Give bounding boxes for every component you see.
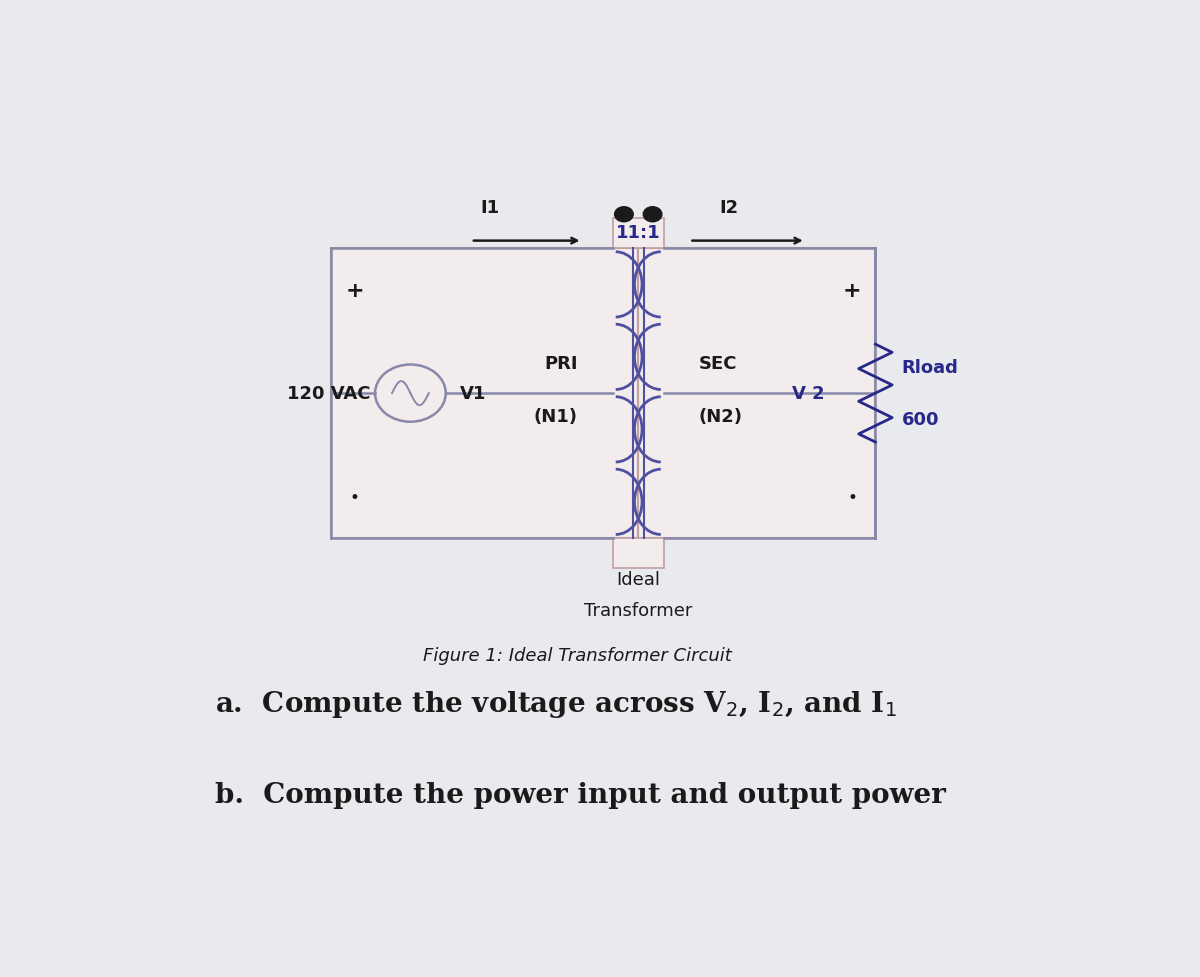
Text: I1: I1 [480, 198, 499, 217]
Text: +: + [346, 280, 364, 300]
Text: V 2: V 2 [792, 385, 824, 403]
Circle shape [643, 207, 662, 223]
Text: I2: I2 [719, 198, 738, 217]
Text: SEC: SEC [698, 355, 737, 372]
Text: 11:1: 11:1 [616, 224, 660, 241]
Text: b.  Compute the power input and output power: b. Compute the power input and output po… [215, 781, 946, 808]
Bar [613, 538, 664, 569]
Text: Transformer: Transformer [584, 601, 692, 619]
Text: •: • [847, 488, 857, 506]
Text: PRI: PRI [545, 355, 578, 372]
Text: Figure 1: Ideal Transformer Circuit: Figure 1: Ideal Transformer Circuit [424, 646, 732, 664]
Text: 600: 600 [901, 411, 938, 429]
Bar [613, 219, 664, 249]
Text: Ideal: Ideal [617, 571, 660, 589]
Text: Rload: Rload [901, 359, 959, 376]
Text: a.  Compute the voltage across V$_2$, I$_2$, and I$_1$: a. Compute the voltage across V$_2$, I$_… [215, 689, 896, 719]
Text: (N1): (N1) [534, 407, 578, 425]
Text: +: + [842, 280, 862, 300]
Circle shape [614, 207, 634, 223]
Bar [331, 249, 638, 538]
Text: 120 VAC: 120 VAC [287, 385, 371, 403]
Bar [638, 249, 876, 538]
Text: V1: V1 [460, 385, 486, 403]
Text: •: • [349, 488, 360, 506]
Text: (N2): (N2) [698, 407, 743, 425]
